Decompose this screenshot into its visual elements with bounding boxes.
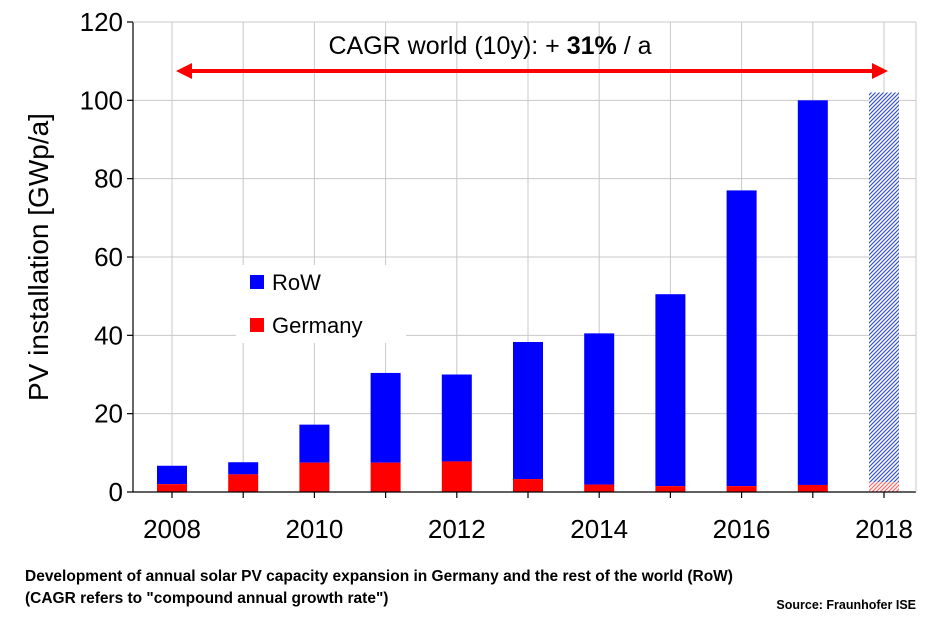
bar-row-2017	[797, 100, 828, 485]
y-tick-label-20: 20	[94, 399, 123, 429]
legend: RoW Germany	[236, 265, 406, 343]
bar-row-2018	[869, 92, 899, 483]
caption-line-1: Development of annual solar PV capacity …	[25, 568, 733, 585]
cagr-arrow-head-left	[176, 63, 192, 79]
x-tick-label-2016: 2016	[713, 514, 771, 544]
cagr-value: 31%	[567, 32, 617, 60]
bar-germany-2012	[441, 461, 472, 492]
cagr-label: CAGR world (10y): + 31% / a	[328, 32, 651, 60]
bar-germany-2009	[228, 474, 259, 492]
y-tick-label-100: 100	[80, 85, 123, 115]
annotation: CAGR world (10y): + 31% / a	[176, 32, 888, 79]
y-tick-label-80: 80	[94, 164, 123, 194]
axes: 0 20 40 60 80 100 120 2008 2010 2012 2014 2016 2018 P…	[23, 7, 917, 544]
cagr-prefix: CAGR world (10y): +	[328, 32, 566, 60]
x-tick-label-2014: 2014	[570, 514, 628, 544]
bar-row-2015	[655, 294, 686, 487]
bar-germany-2017	[797, 484, 828, 492]
x-tick-label-2010: 2010	[285, 514, 343, 544]
bar-row-2010	[299, 424, 330, 463]
legend-swatch-row	[250, 275, 264, 289]
bar-germany-2015	[655, 486, 686, 492]
x-tick-label-2012: 2012	[428, 514, 486, 544]
legend-label-germany: Germany	[272, 313, 362, 338]
bar-germany-2018	[869, 482, 899, 492]
bar-germany-2016	[726, 486, 757, 492]
x-tick-label-2018: 2018	[855, 514, 913, 544]
y-tick-label-120: 120	[80, 7, 123, 37]
caption: Development of annual solar PV capacity …	[25, 566, 925, 610]
bar-row-2013	[513, 341, 543, 480]
legend-box	[236, 265, 406, 343]
cagr-arrow-head-right	[872, 63, 888, 79]
bar-row-2014	[584, 333, 615, 485]
caption-line-2: (CAGR refers to "compound annual growth …	[25, 590, 389, 607]
pv-installation-chart: 0 20 40 60 80 100 120 2008 2010 2012 2014 2016 2018 P…	[23, 7, 917, 544]
bar-germany-2013	[513, 479, 543, 492]
y-tick-label-60: 60	[94, 242, 123, 272]
bar-row-2008	[157, 465, 187, 485]
bars	[157, 92, 899, 492]
y-axis-title: PV installation [GWp/a]	[23, 113, 54, 401]
source-credit: Source: Fraunhofer ISE	[776, 598, 916, 612]
bar-row-2016	[726, 190, 757, 487]
bar-germany-2014	[584, 484, 615, 492]
legend-swatch-germany	[250, 318, 264, 332]
bar-row-2009	[228, 462, 259, 475]
y-tick-label-40: 40	[94, 320, 123, 350]
bar-germany-2011	[370, 462, 401, 492]
bar-row-2011	[370, 372, 401, 463]
x-tick-label-2008: 2008	[143, 514, 201, 544]
legend-label-row: RoW	[272, 270, 321, 295]
bar-germany-2008	[157, 484, 187, 492]
bar-row-2012	[441, 374, 472, 462]
cagr-suffix: / a	[617, 32, 652, 60]
y-tick-label-0: 0	[109, 477, 123, 507]
bar-germany-2010	[299, 462, 330, 492]
